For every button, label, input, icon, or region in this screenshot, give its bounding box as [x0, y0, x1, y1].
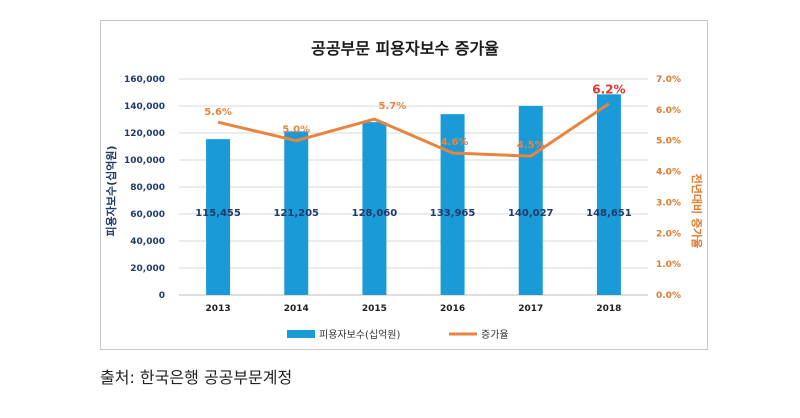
- y-tick-label-right: 6.0%: [656, 106, 681, 116]
- bar: [206, 139, 231, 295]
- y-tick-label-right: 2.0%: [656, 229, 681, 239]
- y-tick-label-right: 7.0%: [656, 75, 681, 85]
- legend: 피용자보수(십억원) 증가율: [287, 329, 509, 341]
- y-axis-label-right: 전년대비 증가율: [690, 174, 704, 249]
- y-tick-label-left: 60,000: [130, 210, 165, 220]
- chart-svg: 공공부문 피용자보수 증가율 115,455 121,205 128,060 133,…: [104, 39, 704, 341]
- rate-value-label: 4.5%: [517, 140, 545, 151]
- rate-value-label: 4.6%: [441, 137, 469, 148]
- y-tick-label-left: 100,000: [124, 156, 165, 166]
- bar-value-label: 128,060: [352, 208, 398, 219]
- growth-rate-line: [217, 102, 610, 158]
- legend-line-label: 증가율: [481, 329, 509, 341]
- chart-frame: 공공부문 피용자보수 증가율 115,455 121,205 128,060 133,…: [100, 20, 708, 350]
- y-tick-label-left: 0: [159, 291, 165, 301]
- bar: [284, 131, 309, 295]
- y-tick-label-left: 140,000: [124, 102, 165, 112]
- legend-bar-swatch: [287, 330, 315, 338]
- bar-value-label: 115,455: [195, 208, 241, 219]
- x-tick-label: 2013: [206, 304, 231, 314]
- axis-layer: 0 20,000 40,000 60,000 80,000 100,000 120,000 1…: [124, 75, 681, 314]
- grid-layer: [179, 78, 648, 296]
- bar: [518, 105, 543, 295]
- bar-layer: [206, 94, 621, 295]
- x-tick-label: 2017: [518, 304, 543, 314]
- bar: [440, 114, 465, 295]
- y-tick-label-left: 160,000: [124, 75, 165, 85]
- bar: [362, 122, 387, 295]
- x-tick-label: 2015: [362, 304, 387, 314]
- y-tick-label-right: 4.0%: [656, 168, 681, 178]
- y-axis-label-left: 피용자보수(십억원): [104, 145, 118, 236]
- bar: [596, 94, 621, 295]
- x-tick-label: 2014: [284, 304, 309, 314]
- legend-bar-label: 피용자보수(십억원): [319, 329, 401, 341]
- y-tick-label-right: 0.0%: [656, 291, 681, 301]
- chart-title: 공공부문 피용자보수 증가율: [311, 39, 499, 58]
- rate-value-label: 6.2%: [592, 83, 625, 97]
- x-tick-label: 2016: [440, 304, 465, 314]
- y-tick-label-right: 1.0%: [656, 260, 681, 270]
- bar-value-label: 133,965: [430, 208, 476, 219]
- y-tick-label-left: 120,000: [124, 129, 165, 139]
- line-layer: [217, 102, 610, 158]
- source-note: 출처: 한국은행 공공부문계정: [100, 368, 293, 387]
- bar-value-label: 140,027: [508, 208, 554, 219]
- rate-value-label: 5.7%: [379, 101, 407, 112]
- y-tick-label-left: 20,000: [130, 264, 165, 274]
- y-tick-label-left: 80,000: [130, 183, 165, 193]
- bar-value-label: 121,205: [273, 208, 319, 219]
- y-tick-label-right: 3.0%: [656, 198, 681, 208]
- bar-value-label: 148,651: [586, 208, 632, 219]
- label-layer: 115,455 121,205 128,060 133,965 140,027 148,6…: [195, 83, 631, 219]
- y-tick-label-right: 5.0%: [656, 137, 681, 147]
- rate-value-label: 5.6%: [204, 107, 232, 118]
- x-tick-label: 2018: [596, 304, 621, 314]
- y-tick-label-left: 40,000: [130, 237, 165, 247]
- rate-value-label: 5.0%: [282, 125, 310, 136]
